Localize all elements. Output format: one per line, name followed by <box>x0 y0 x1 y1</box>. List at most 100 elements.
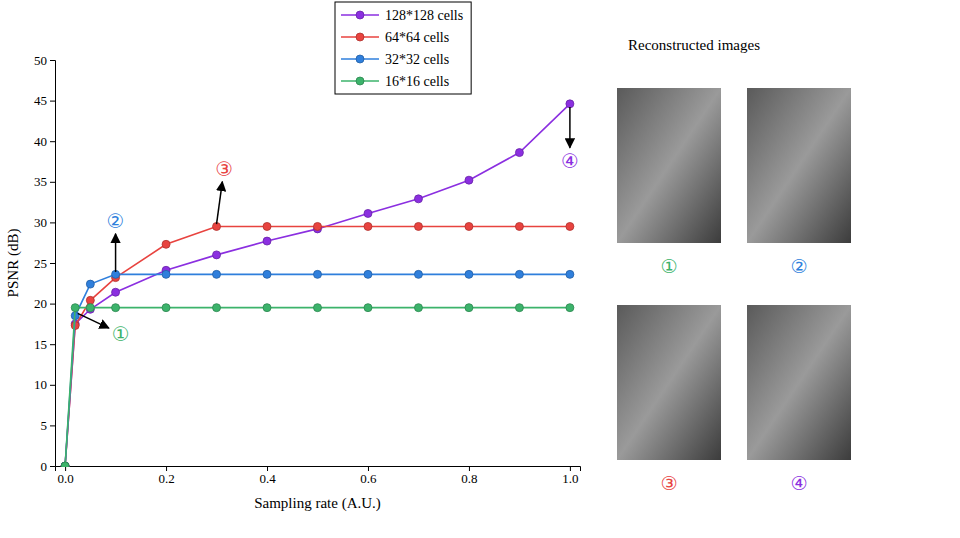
series-marker <box>414 304 422 312</box>
series-marker <box>162 270 170 278</box>
annotation-label: ③ <box>215 157 233 181</box>
legend-label: 128*128 cells <box>385 8 463 23</box>
series-marker <box>61 462 69 467</box>
y-tick: 0 <box>41 459 56 474</box>
series-marker <box>566 100 574 108</box>
series-marker <box>162 304 170 312</box>
series-marker <box>515 222 523 230</box>
y-tick-label: 40 <box>34 134 47 149</box>
annotation-arrow <box>217 182 223 224</box>
y-axis-title: PSNR (dB) <box>5 229 22 298</box>
series-marker <box>414 195 422 203</box>
series-marker <box>364 304 372 312</box>
panel-title: Reconstructed images <box>628 37 760 53</box>
annotation-label: ④ <box>561 149 579 173</box>
annotations: ①②③④ <box>78 107 579 346</box>
y-tick-label: 35 <box>34 174 47 189</box>
y-tick-mark <box>50 263 55 264</box>
y-tick-mark <box>50 141 55 142</box>
series-marker <box>465 270 473 278</box>
series-marker <box>86 296 94 304</box>
y-tick: 50 <box>34 53 55 68</box>
x-tick: 0.4 <box>259 466 276 486</box>
reconstructed-image <box>747 305 851 460</box>
y-tick-mark <box>50 344 55 345</box>
series-marker <box>465 222 473 230</box>
legend-label: 64*64 cells <box>385 30 449 45</box>
y-tick-label: 0 <box>41 459 48 474</box>
series-marker <box>465 304 473 312</box>
series-line <box>65 274 570 466</box>
y-tick: 10 <box>34 377 55 392</box>
y-tick-label: 10 <box>34 377 47 392</box>
legend-marker <box>356 33 364 41</box>
image-label: ② <box>790 255 807 277</box>
y-tick-label: 50 <box>34 53 47 68</box>
series-line <box>65 308 570 466</box>
series-marker <box>414 270 422 278</box>
x-tick: 0.8 <box>461 466 477 486</box>
y-tick-label: 25 <box>34 256 47 271</box>
y-tick-label: 30 <box>34 215 47 230</box>
series-marker <box>162 240 170 248</box>
series-marker <box>515 304 523 312</box>
x-tick-label: 1.0 <box>562 471 578 486</box>
x-tick-label: 0.8 <box>461 471 477 486</box>
x-axis-line <box>56 467 581 472</box>
y-tick: 15 <box>34 337 55 352</box>
annotation-arrow <box>115 234 117 272</box>
series-marker <box>213 251 221 259</box>
annotation-arrow <box>78 313 109 328</box>
y-tick-mark <box>50 101 55 102</box>
reconstructed-image <box>617 88 721 243</box>
x-axis-title: Sampling rate (A.U.) <box>254 495 381 512</box>
y-tick-mark <box>50 60 55 61</box>
series-marker <box>364 270 372 278</box>
y-axis-line <box>50 61 56 467</box>
series-marker <box>566 222 574 230</box>
legend-marker <box>356 11 364 19</box>
series-marker <box>465 176 473 184</box>
series-marker <box>566 304 574 312</box>
series-marker <box>314 222 322 230</box>
y-tick-label: 5 <box>41 418 48 433</box>
y-tick: 30 <box>34 215 55 230</box>
y-tick: 5 <box>41 418 56 433</box>
series-marker <box>112 304 120 312</box>
y-tick-label: 45 <box>34 93 47 108</box>
series-marker <box>414 222 422 230</box>
y-tick-label: 15 <box>34 337 47 352</box>
x-tick: 0.0 <box>57 466 73 486</box>
image-label: ① <box>660 255 677 277</box>
series-marker <box>61 462 69 467</box>
image-label: ③ <box>660 472 677 494</box>
x-tick-label: 0.6 <box>360 471 377 486</box>
y-axis: 05101520253035404550 <box>34 53 56 474</box>
x-tick: 1.0 <box>562 466 578 486</box>
series-marker <box>112 288 120 296</box>
series-marker <box>314 270 322 278</box>
chart: 0.00.20.40.60.81.005101520253035404550Sa… <box>0 0 960 538</box>
x-tick-label: 0.2 <box>158 471 174 486</box>
legend-marker <box>356 77 364 85</box>
series-line <box>65 226 570 466</box>
annotation-arrow <box>569 107 571 148</box>
series-marker <box>263 270 271 278</box>
y-tick-mark <box>50 425 55 426</box>
y-tick: 45 <box>34 93 55 108</box>
series-marker <box>566 270 574 278</box>
series-marker <box>213 270 221 278</box>
legend-label: 16*16 cells <box>385 74 449 89</box>
y-tick: 35 <box>34 174 55 189</box>
image-label: ④ <box>790 472 807 494</box>
series-marker <box>364 209 372 217</box>
series-marker <box>61 462 69 467</box>
series-marker <box>263 222 271 230</box>
y-tick-mark <box>50 385 55 386</box>
reconstructed-image <box>617 305 721 460</box>
legend-marker <box>356 55 364 63</box>
y-tick-mark <box>50 304 55 305</box>
y-tick-mark <box>50 182 55 183</box>
y-tick-mark <box>50 222 55 223</box>
x-tick: 0.6 <box>360 466 377 486</box>
